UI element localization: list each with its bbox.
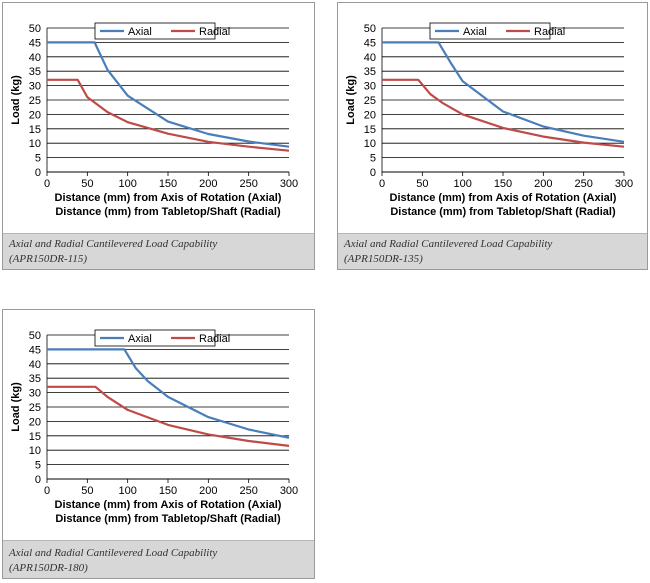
x-tick-label: 300: [280, 485, 298, 497]
x-tick-label: 200: [199, 485, 217, 497]
legend-box: [94, 329, 216, 347]
y-tick-label: 35: [29, 373, 41, 385]
y-tick-label: 30: [29, 388, 41, 400]
x-axis-label-secondary: Distance (mm) from Tabletop/Shaft (Radia…: [55, 206, 281, 218]
y-tick-label: 0: [370, 167, 376, 179]
load-chart: 0 5 10 15 20 25 30 35 40 45 50 0 50 100 150 200 250 300 Ax…: [10, 329, 298, 525]
y-axis-label: Load (kg): [345, 75, 357, 125]
x-tick-label: 200: [199, 178, 217, 190]
y-tick-label: 10: [364, 138, 376, 150]
legend-box: [94, 22, 216, 40]
figure-caption: Axial and Radial Cantilevered Load Capab…: [3, 233, 314, 269]
y-tick-label: 30: [29, 81, 41, 93]
x-tick-label: 150: [494, 178, 512, 190]
y-tick-label: 5: [370, 153, 376, 165]
x-tick-label: 250: [239, 485, 257, 497]
y-tick-label: 30: [364, 81, 376, 93]
y-tick-label: 25: [29, 402, 41, 414]
legend-label: Radial: [199, 26, 230, 38]
x-tick-label: 0: [44, 485, 50, 497]
x-tick-label: 300: [615, 178, 633, 190]
x-tick-label: 300: [280, 178, 298, 190]
caption-line: Axial and Radial Cantilevered Load Capab…: [9, 238, 218, 250]
caption-model: (APR150DR-135): [344, 253, 423, 265]
x-axis-label: Distance (mm) from Axis of Rotation (Axi…: [55, 192, 282, 204]
x-tick-label: 150: [159, 485, 177, 497]
y-tick-label: 50: [29, 23, 41, 35]
y-tick-label: 15: [364, 124, 376, 136]
figure-caption: Axial and Radial Cantilevered Load Capab…: [3, 540, 314, 578]
y-tick-label: 40: [29, 52, 41, 64]
legend-label: Axial: [463, 26, 487, 38]
x-tick-label: 100: [453, 178, 471, 190]
legend: Axial Radial: [94, 329, 230, 347]
load-chart: 0 5 10 15 20 25 30 35 40 45 50 0 50 100 150 200 250 300 Ax…: [345, 22, 633, 218]
legend-label: Radial: [199, 333, 230, 345]
y-axis-label: Load (kg): [10, 75, 22, 125]
figure-caption: Axial and Radial Cantilevered Load Capab…: [338, 233, 647, 269]
y-tick-label: 15: [29, 124, 41, 136]
x-axis-label: Distance (mm) from Axis of Rotation (Axi…: [390, 192, 617, 204]
y-tick-label: 10: [29, 138, 41, 150]
series-line-axial: [382, 41, 625, 143]
y-tick-label: 20: [364, 109, 376, 121]
legend-label: Radial: [534, 26, 565, 38]
y-tick-label: 35: [364, 66, 376, 78]
y-tick-label: 25: [364, 95, 376, 107]
y-tick-label: 50: [364, 23, 376, 35]
x-tick-label: 50: [81, 485, 93, 497]
y-tick-label: 10: [29, 445, 41, 457]
y-tick-label: 20: [29, 109, 41, 121]
x-axis-label-secondary: Distance (mm) from Tabletop/Shaft (Radia…: [390, 206, 616, 218]
legend: Axial Radial: [429, 22, 565, 40]
x-tick-label: 0: [379, 178, 385, 190]
x-tick-label: 250: [574, 178, 592, 190]
caption-model: (APR150DR-180): [9, 562, 88, 574]
chart-panel: 0 5 10 15 20 25 30 35 40 45 50 0 50 100 150 200 250 300 Ax…: [337, 2, 648, 270]
series-line-axial: [47, 41, 290, 148]
y-tick-label: 25: [29, 95, 41, 107]
y-tick-label: 45: [29, 37, 41, 49]
x-tick-label: 100: [118, 178, 136, 190]
y-tick-label: 45: [29, 344, 41, 356]
x-tick-label: 0: [44, 178, 50, 190]
x-tick-label: 200: [534, 178, 552, 190]
y-tick-label: 45: [364, 37, 376, 49]
caption-model: (APR150DR-115): [9, 253, 87, 265]
y-tick-label: 35: [29, 66, 41, 78]
legend-box: [429, 22, 551, 40]
chart-panel: 0 5 10 15 20 25 30 35 40 45 50 0 50 100 150 200 250 300 Ax…: [2, 2, 315, 270]
x-tick-label: 250: [239, 178, 257, 190]
y-tick-label: 20: [29, 416, 41, 428]
y-tick-label: 0: [35, 167, 41, 179]
y-axis-label: Load (kg): [10, 382, 22, 432]
x-tick-label: 50: [81, 178, 93, 190]
x-tick-label: 100: [118, 485, 136, 497]
series-line-radial: [47, 78, 290, 152]
caption-line: Axial and Radial Cantilevered Load Capab…: [9, 547, 218, 559]
y-tick-label: 40: [29, 359, 41, 371]
y-tick-label: 5: [35, 153, 41, 165]
x-tick-label: 150: [159, 178, 177, 190]
series-line-radial: [382, 78, 625, 148]
legend: Axial Radial: [94, 22, 230, 40]
y-tick-label: 40: [364, 52, 376, 64]
y-tick-label: 5: [35, 460, 41, 472]
y-tick-label: 0: [35, 474, 41, 486]
series-line-axial: [47, 348, 290, 439]
y-tick-label: 50: [29, 330, 41, 342]
legend-label: Axial: [128, 26, 152, 38]
caption-line: Axial and Radial Cantilevered Load Capab…: [344, 238, 553, 250]
x-tick-label: 50: [416, 178, 428, 190]
x-axis-label: Distance (mm) from Axis of Rotation (Axi…: [55, 499, 282, 511]
legend-label: Axial: [128, 333, 152, 345]
y-tick-label: 15: [29, 431, 41, 443]
series-line-radial: [47, 385, 290, 447]
x-axis-label-secondary: Distance (mm) from Tabletop/Shaft (Radia…: [55, 513, 281, 525]
load-chart: 0 5 10 15 20 25 30 35 40 45 50 0 50 100 150 200 250 300 Ax…: [10, 22, 298, 218]
chart-panel: 0 5 10 15 20 25 30 35 40 45 50 0 50 100 150 200 250 300 Ax…: [2, 309, 315, 579]
